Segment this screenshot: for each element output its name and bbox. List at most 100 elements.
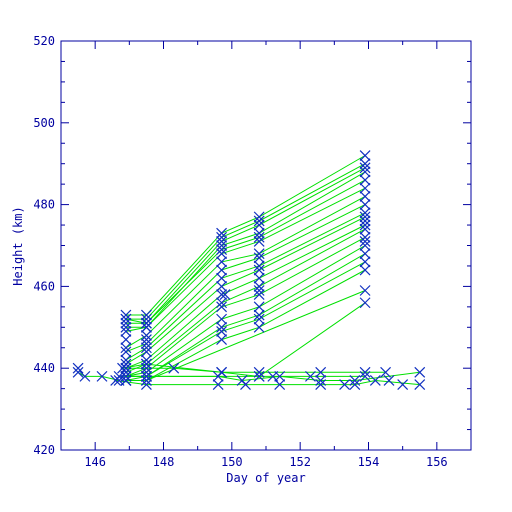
data-point-x-marker	[140, 358, 152, 370]
data-point-x-marker	[120, 317, 132, 329]
data-point-x-marker	[253, 231, 265, 243]
data-point-x-marker	[140, 309, 152, 321]
data-point-x-marker	[253, 280, 265, 292]
data-point-x-marker	[253, 309, 265, 321]
x-tick-label: 152	[289, 455, 311, 469]
data-point-x-marker	[315, 366, 327, 378]
data-point-x-marker	[120, 321, 132, 333]
data-point-x-marker	[359, 207, 371, 219]
data-point-x-marker	[267, 370, 279, 382]
data-point-x-marker	[349, 379, 361, 390]
data-point-x-marker	[359, 248, 371, 260]
data-point-x-marker	[359, 219, 371, 231]
data-point-x-marker	[315, 375, 327, 386]
data-point-x-marker	[359, 223, 371, 235]
data-point-x-marker	[253, 227, 265, 239]
data-point-x-marker	[359, 297, 371, 309]
data-point-x-marker	[110, 375, 122, 386]
data-point-x-marker	[216, 272, 228, 284]
x-tick-label: 154	[358, 455, 380, 469]
y-tick-label: 480	[33, 198, 55, 212]
data-point-x-marker	[120, 346, 132, 358]
data-point-x-marker	[140, 362, 152, 374]
data-point-x-marker	[359, 199, 371, 211]
data-point-x-marker	[359, 370, 371, 382]
data-point-x-marker	[120, 362, 132, 374]
data-point-x-marker	[140, 317, 152, 329]
data-point-x-marker	[72, 366, 84, 378]
data-point-x-marker	[253, 313, 265, 325]
data-point-x-marker	[359, 150, 371, 161]
series-line	[77, 371, 120, 381]
data-point-x-marker	[140, 366, 152, 378]
data-point-x-marker	[216, 321, 228, 333]
y-tick-label: 520	[33, 34, 55, 48]
data-point-x-marker	[140, 330, 152, 341]
data-point-x-marker	[216, 289, 228, 301]
data-point-x-marker	[369, 375, 381, 386]
data-point-x-marker	[216, 325, 228, 337]
data-point-x-marker	[253, 370, 265, 382]
data-point-x-marker	[140, 334, 152, 345]
data-point-x-marker	[304, 370, 316, 382]
data-point-x-marker	[397, 379, 409, 390]
plot-area	[72, 150, 426, 390]
data-point-x-marker	[96, 370, 108, 382]
data-point-x-marker	[216, 231, 228, 243]
data-point-x-marker	[253, 366, 265, 378]
data-point-x-marker	[359, 215, 371, 227]
data-point-x-marker	[359, 211, 371, 223]
data-point-x-marker	[383, 375, 395, 386]
data-point-x-marker	[140, 370, 152, 382]
data-point-x-marker	[212, 379, 224, 390]
data-point-x-marker	[253, 301, 265, 313]
data-point-x-marker	[140, 338, 152, 350]
data-point-x-marker	[359, 240, 371, 251]
data-point-x-marker	[359, 166, 371, 178]
data-point-x-marker	[140, 313, 152, 325]
data-point-x-marker	[253, 260, 265, 272]
data-point-x-marker	[120, 325, 132, 337]
y-tick-label: 500	[33, 116, 55, 130]
y-tick-label: 440	[33, 361, 55, 375]
data-point-x-marker	[359, 264, 371, 276]
data-point-x-marker	[120, 309, 132, 321]
data-point-x-marker	[315, 379, 327, 390]
y-tick-label: 420	[33, 443, 55, 457]
data-point-x-marker	[140, 342, 152, 354]
data-point-x-marker	[140, 354, 152, 366]
data-point-x-marker	[168, 362, 180, 374]
y-tick-label: 460	[33, 279, 55, 293]
data-point-x-marker	[140, 379, 152, 390]
data-point-x-marker	[140, 375, 152, 386]
data-point-x-marker	[216, 366, 228, 378]
data-point-x-marker	[120, 354, 132, 366]
data-point-x-marker	[216, 313, 228, 325]
data-point-x-marker	[219, 289, 231, 301]
data-point-x-marker	[253, 272, 265, 284]
axis-ticks: 146 148 150 152 154 156 420 440 460 480 500 520	[33, 34, 472, 469]
data-point-x-marker	[216, 297, 228, 309]
data-point-x-marker	[359, 366, 371, 378]
data-point-x-marker	[216, 248, 228, 260]
data-point-x-marker	[253, 321, 265, 333]
data-point-x-marker	[414, 379, 426, 390]
x-tick-label: 146	[84, 455, 106, 469]
data-point-x-marker	[414, 366, 426, 378]
data-point-x-marker	[140, 321, 152, 333]
data-point-x-marker	[140, 346, 152, 358]
data-point-x-marker	[216, 240, 228, 251]
data-point-x-marker	[79, 370, 91, 382]
data-point-x-marker	[120, 342, 132, 354]
data-point-x-marker	[253, 264, 265, 276]
data-point-x-marker	[117, 362, 128, 374]
data-point-x-marker	[253, 289, 265, 301]
data-point-x-marker	[274, 379, 286, 390]
data-point-x-marker	[359, 256, 371, 268]
data-point-x-marker	[380, 366, 392, 378]
data-point-x-marker	[253, 211, 265, 223]
data-point-x-marker	[339, 379, 351, 390]
data-point-x-marker	[253, 235, 265, 247]
data-point-x-marker	[72, 362, 84, 374]
